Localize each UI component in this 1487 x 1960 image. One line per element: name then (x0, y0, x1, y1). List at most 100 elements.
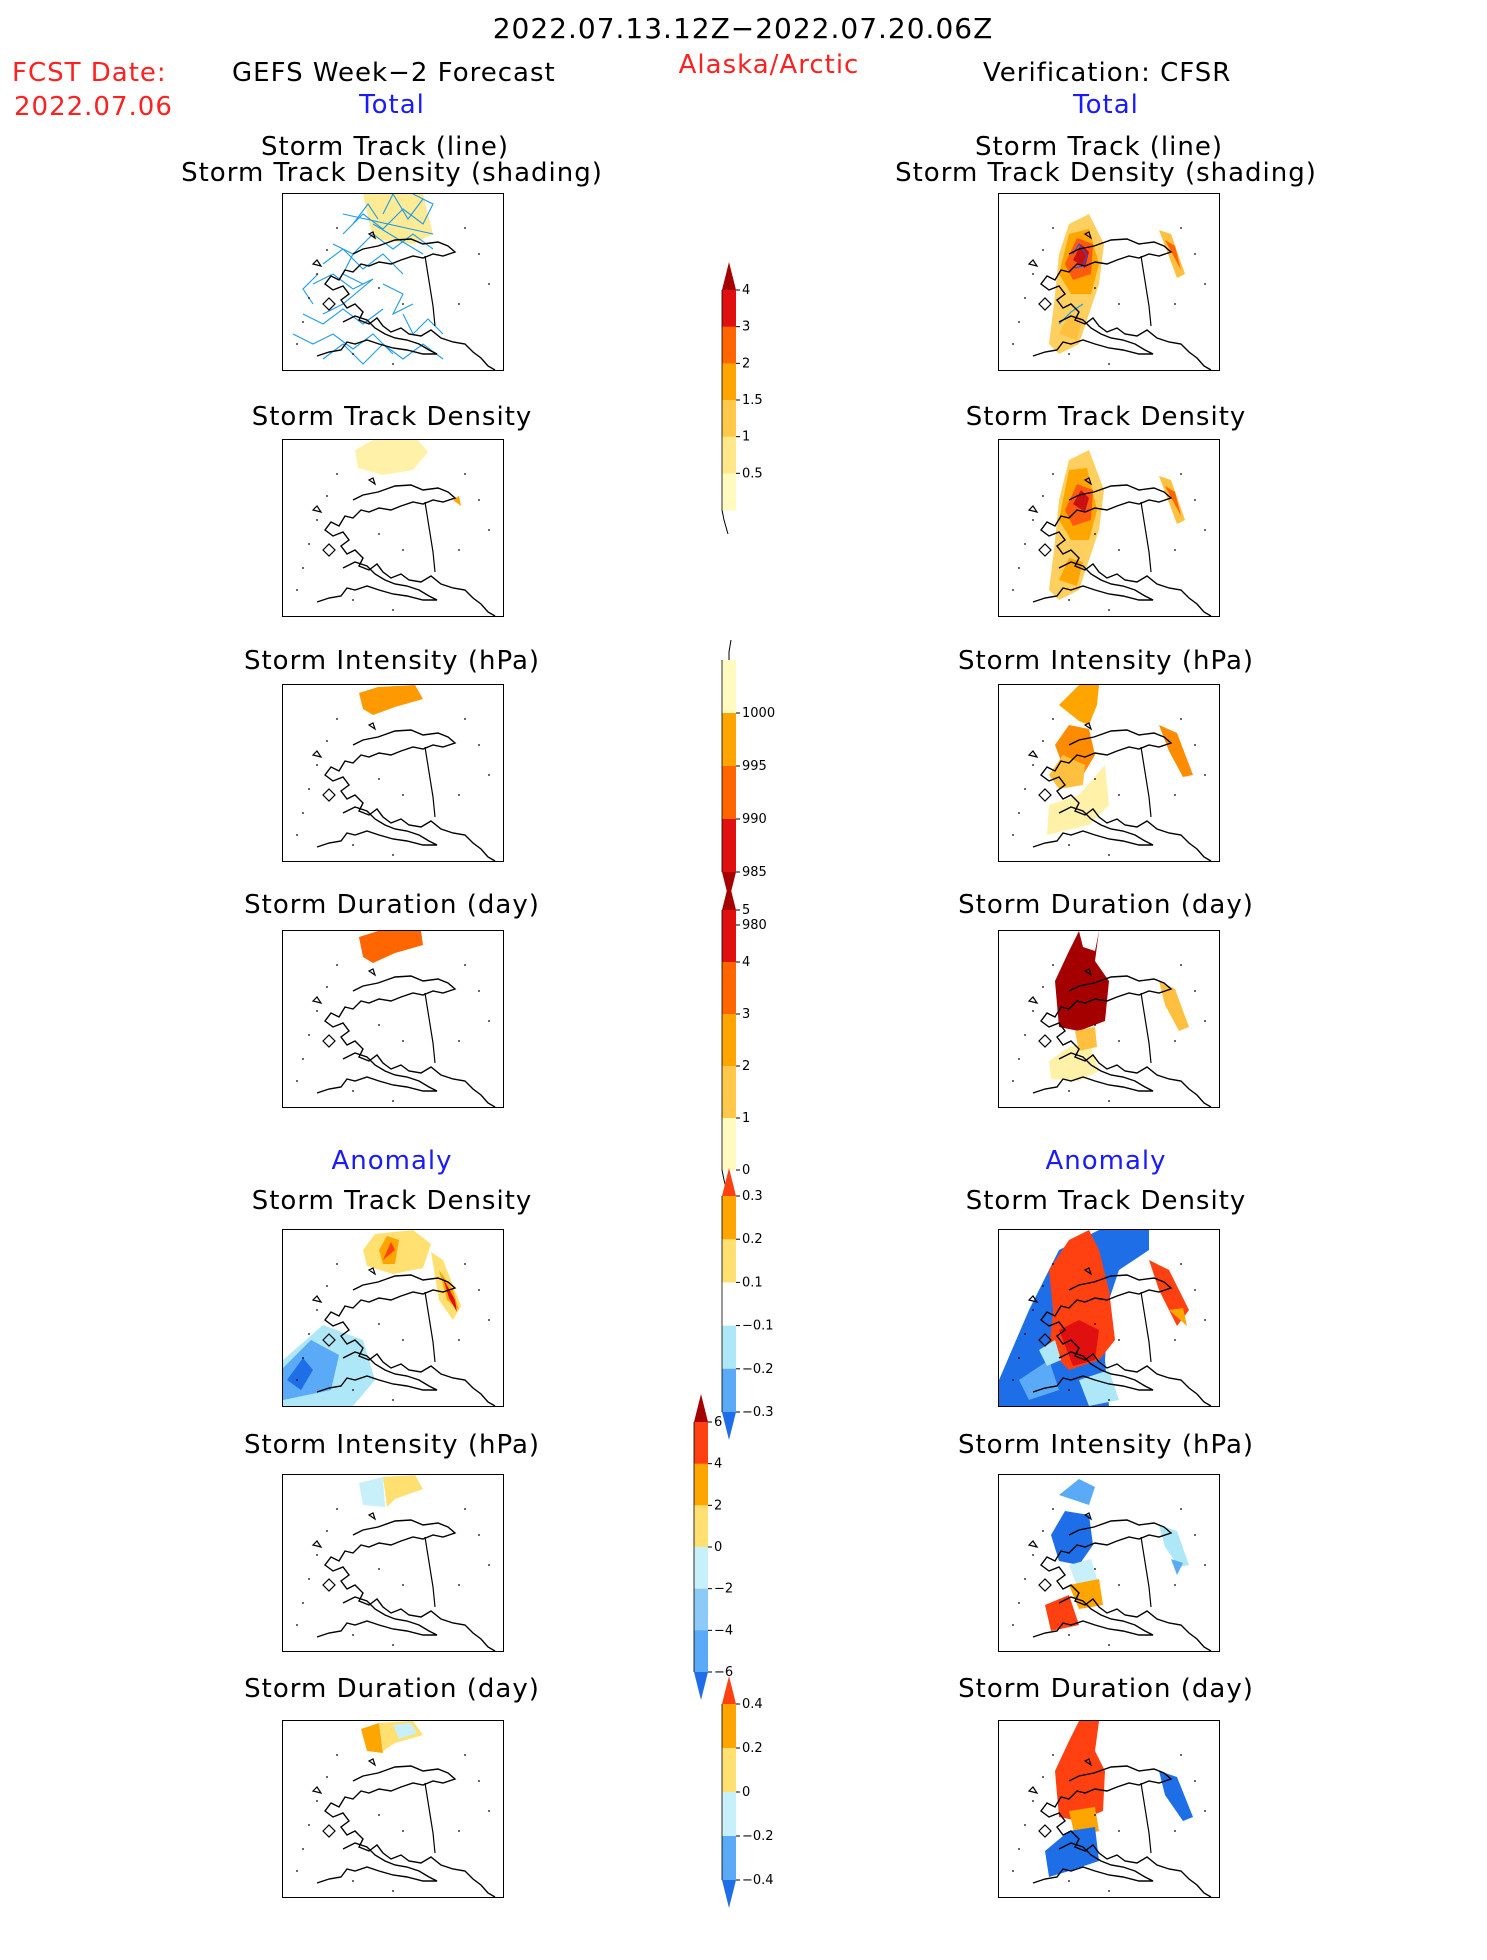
right-p7-title: Storm Duration (day) (958, 1674, 1254, 1704)
left-p7-title: Storm Duration (day) (244, 1674, 540, 1704)
right-p1-title-b: Storm Track Density (shading) (895, 158, 1317, 188)
colorbar-tick-label: 1 (742, 1111, 750, 1126)
colorbar-segment (722, 473, 736, 511)
colorbar-tick-label: 4 (742, 283, 750, 298)
colorbar-segment (722, 290, 736, 328)
left-p5-title: Storm Track Density (251, 1186, 533, 1216)
colorbar-segment (722, 363, 736, 401)
right-density-anom-map (998, 1229, 1220, 1407)
colorbar-segment (722, 1066, 736, 1119)
colorbar-tick-label: 1 (742, 430, 750, 445)
colorbar-intensity-anom: 6 4 2 0 −2 −4 −6 (693, 1394, 784, 1738)
colorbar-tick-label: −0.4 (742, 1873, 774, 1888)
colorbar-segment (722, 1704, 736, 1749)
colorbar-segment (722, 1748, 736, 1793)
colorbar-tick-label: 0.4 (742, 1697, 763, 1712)
colorbar-segment (694, 1588, 708, 1631)
right-p4-title: Storm Duration (day) (958, 890, 1254, 920)
colorbar-segment (722, 910, 736, 963)
colorbar-tick-label: 5 (742, 903, 750, 918)
colorbar-tick-label: 0.5 (742, 466, 763, 481)
right-duration-anom-map (998, 1720, 1220, 1898)
colorbar-segment (722, 962, 736, 1015)
colorbar-tick-label: 990 (742, 812, 767, 827)
date-range-title: 2022.07.13.12Z−2022.07.20.06Z (492, 12, 994, 45)
colorbar-segment (694, 1547, 708, 1590)
region-label: Alaska/Arctic (678, 50, 860, 80)
right-anomaly-label: Anomaly (1045, 1146, 1167, 1176)
left-p6-title: Storm Intensity (hPa) (243, 1430, 541, 1460)
colorbar-segment (694, 1505, 708, 1548)
colorbar-top-arrow (694, 1394, 708, 1422)
colorbar-tick-label: 0.3 (742, 1189, 763, 1204)
right-intensity-map (998, 684, 1220, 862)
colorbar-density: 4 3 2 1.5 1 0.5 (721, 262, 812, 566)
colorbar-density-anom: 0.3 0.2 0.1 −0.1 −0.2 −0.3 (721, 1168, 812, 1492)
colorbar-segment (722, 1239, 736, 1283)
colorbar-segment (722, 1282, 736, 1327)
colorbar-tick-label: 2 (714, 1498, 722, 1513)
left-anomaly-label: Anomaly (331, 1146, 453, 1176)
colorbar-tick-label: 0 (742, 1163, 750, 1178)
colorbar-segment (722, 436, 736, 474)
left-p2-title: Storm Track Density (251, 402, 533, 432)
colorbar-tick-label: −6 (714, 1665, 733, 1680)
colorbar-segment (694, 1422, 708, 1465)
colorbar-segment (722, 1118, 736, 1171)
colorbar-segment (722, 819, 736, 873)
colorbar-bottom-arrow (694, 1672, 708, 1700)
colorbar-tick-label: −2 (714, 1582, 733, 1597)
colorbar-tick-label: 0.2 (742, 1232, 763, 1247)
colorbar-tick-label: −0.2 (742, 1829, 774, 1844)
colorbar-duration: 5 4 3 2 1 0 (721, 882, 812, 1226)
right-track-map (998, 193, 1220, 371)
colorbar-intensity: 1000 995 990 985 980 (721, 639, 812, 944)
colorbar-segment (694, 1630, 708, 1673)
left-density-map (282, 439, 504, 617)
colorbar-segment (722, 1325, 736, 1370)
colorbar-bottom-arrow (722, 1412, 736, 1440)
colorbar-bottom-arrow (722, 1880, 736, 1908)
left-intensity-map (282, 684, 504, 862)
right-p3-title: Storm Intensity (hPa) (957, 646, 1255, 676)
colorbar-segment (722, 1196, 736, 1240)
left-intensity-anom-map (282, 1474, 504, 1652)
right-intensity-anom-map (998, 1474, 1220, 1652)
colorbar-top-arrow (722, 1168, 736, 1196)
colorbar-tick-label: 0.2 (742, 1741, 763, 1756)
colorbar-tick-label: −0.1 (742, 1319, 774, 1334)
colorbar-segment (694, 1463, 708, 1506)
right-p5-title: Storm Track Density (965, 1186, 1247, 1216)
colorbar-tick-label: 2 (742, 1059, 750, 1074)
colorbar-tick-label: 0.1 (742, 1275, 763, 1290)
colorbar-tick-label: 1.5 (742, 393, 763, 408)
right-p2-title: Storm Track Density (965, 402, 1247, 432)
colorbar-segment (722, 713, 736, 767)
colorbar-top-arrow (722, 262, 736, 290)
colorbar-segment (722, 660, 736, 714)
colorbar-tick-label: 1000 (742, 706, 775, 721)
colorbar-tick-label: 2 (742, 356, 750, 371)
right-p1-title-a: Storm Track (line) (975, 132, 1223, 162)
fcst-date: 2022.07.06 (14, 92, 173, 122)
colorbar-tick-label: 985 (742, 865, 767, 880)
colorbar-segment (722, 1014, 736, 1067)
colorbar-tick-label: 3 (742, 1007, 750, 1022)
colorbar-tick-label: 980 (742, 918, 767, 933)
colorbar-tick-label: 4 (714, 1457, 722, 1472)
colorbar-segment (722, 1792, 736, 1837)
colorbar-segment (722, 1368, 736, 1413)
right-duration-map (998, 930, 1220, 1108)
colorbar-top-arrow (722, 882, 736, 910)
left-p4-title: Storm Duration (day) (244, 890, 540, 920)
colorbar-segment (722, 1836, 736, 1881)
left-total-label: Total (359, 90, 425, 120)
left-p3-title: Storm Intensity (hPa) (243, 646, 541, 676)
colorbar-top-arrow (722, 1676, 736, 1704)
colorbar-tick-label: 3 (742, 320, 750, 335)
colorbar-tick-label: −4 (714, 1623, 733, 1638)
left-duration-anom-map (282, 1720, 504, 1898)
colorbar-tick-label: 0 (742, 1785, 750, 1800)
left-p1-title-b: Storm Track Density (shading) (181, 158, 603, 188)
colorbar-tick-label: −0.3 (742, 1405, 774, 1420)
